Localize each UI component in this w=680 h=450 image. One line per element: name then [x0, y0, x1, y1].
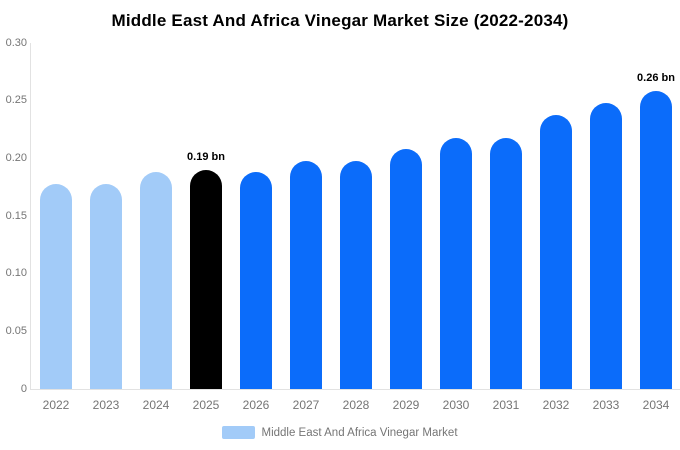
- chart-title: Middle East And Africa Vinegar Market Si…: [111, 11, 569, 30]
- legend[interactable]: Middle East And Africa Vinegar Market: [0, 426, 680, 439]
- bar-slot-2029: 2029: [381, 43, 431, 412]
- y-tick-label-0.05: 0.05: [5, 324, 27, 337]
- bar-slot-2028: 2028: [331, 43, 381, 412]
- bar-slot-2032: 2032: [531, 43, 581, 412]
- x-tick-label-2034: 2034: [642, 398, 670, 412]
- bar-2028[interactable]: [340, 160, 372, 389]
- bar-value-label-2034: 0.26 bn: [637, 72, 675, 85]
- bar-2025[interactable]: [190, 169, 222, 389]
- bar-2030[interactable]: [440, 137, 472, 389]
- x-tick-label-2028: 2028: [342, 398, 370, 412]
- bar-slot-2034: 2034 0.26 bn: [631, 43, 680, 412]
- x-tick-label-2029: 2029: [392, 398, 420, 412]
- bar-slot-2027: 2027: [281, 43, 331, 412]
- legend-label: Middle East And Africa Vinegar Market: [261, 426, 458, 439]
- x-tick-label-2024: 2024: [142, 398, 170, 412]
- bar-slot-2022: 2022: [31, 43, 81, 412]
- x-tick-label-2030: 2030: [442, 398, 470, 412]
- y-tick-label-0.25: 0.25: [5, 94, 27, 107]
- x-tick-label-2022: 2022: [42, 398, 70, 412]
- bar-2027[interactable]: [290, 160, 322, 389]
- x-tick-label-2033: 2033: [592, 398, 620, 412]
- x-tick-label-2025: 2025: [192, 398, 220, 412]
- x-tick-label-2032: 2032: [542, 398, 570, 412]
- y-tick-label-0.20: 0.20: [5, 151, 27, 164]
- bar-slot-2031: 2031: [481, 43, 531, 412]
- bar-2023[interactable]: [90, 183, 122, 389]
- bar-2024[interactable]: [140, 172, 172, 389]
- x-tick-label-2026: 2026: [242, 398, 270, 412]
- bar-2029[interactable]: [390, 149, 422, 389]
- bar-2031[interactable]: [490, 137, 522, 389]
- y-axis: 0.30 0.25 0.20 0.15 0.10 0.05 0: [0, 0, 27, 450]
- y-tick-label-0: 0: [20, 382, 27, 395]
- y-tick-label-0.10: 0.10: [5, 267, 27, 280]
- bar-slot-2030: 2030: [431, 43, 481, 412]
- bar-2032[interactable]: [540, 114, 572, 389]
- legend-swatch: [222, 426, 256, 439]
- y-tick-label-0.30: 0.30: [5, 36, 27, 49]
- bar-slot-2033: 2033: [581, 43, 631, 412]
- x-tick-label-2031: 2031: [492, 398, 520, 412]
- bar-slot-2023: 2023: [81, 43, 131, 412]
- bar-value-label-2025: 0.19 bn: [187, 150, 225, 163]
- bar-slot-2026: 2026: [231, 43, 281, 412]
- x-tick-label-2027: 2027: [292, 398, 320, 412]
- bar-slot-2025: 2025 0.19 bn: [181, 43, 231, 412]
- bar-2026[interactable]: [240, 172, 272, 389]
- plot-area: 2022 2023 2024 2025 0.19 bn 2026 2027 2028 2029 2…: [30, 43, 680, 412]
- y-tick-label-0.15: 0.15: [5, 209, 27, 222]
- bar-slot-2024: 2024: [131, 43, 181, 412]
- bar-2033[interactable]: [590, 103, 622, 389]
- bar-2022[interactable]: [40, 183, 72, 389]
- x-tick-label-2023: 2023: [92, 398, 120, 412]
- bar-2034[interactable]: [640, 91, 672, 389]
